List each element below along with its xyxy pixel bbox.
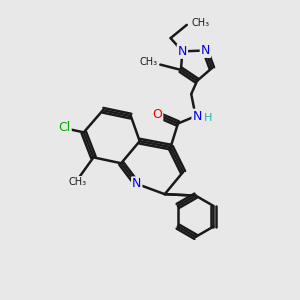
Text: O: O: [152, 108, 162, 121]
Text: N: N: [192, 110, 202, 123]
Text: N: N: [178, 45, 187, 58]
Text: N: N: [132, 177, 141, 190]
Text: CH₃: CH₃: [191, 18, 209, 28]
Text: Cl: Cl: [58, 122, 71, 134]
Text: H: H: [204, 112, 212, 123]
Text: CH₃: CH₃: [69, 176, 87, 187]
Text: N: N: [201, 44, 210, 57]
Text: CH₃: CH₃: [139, 57, 158, 67]
